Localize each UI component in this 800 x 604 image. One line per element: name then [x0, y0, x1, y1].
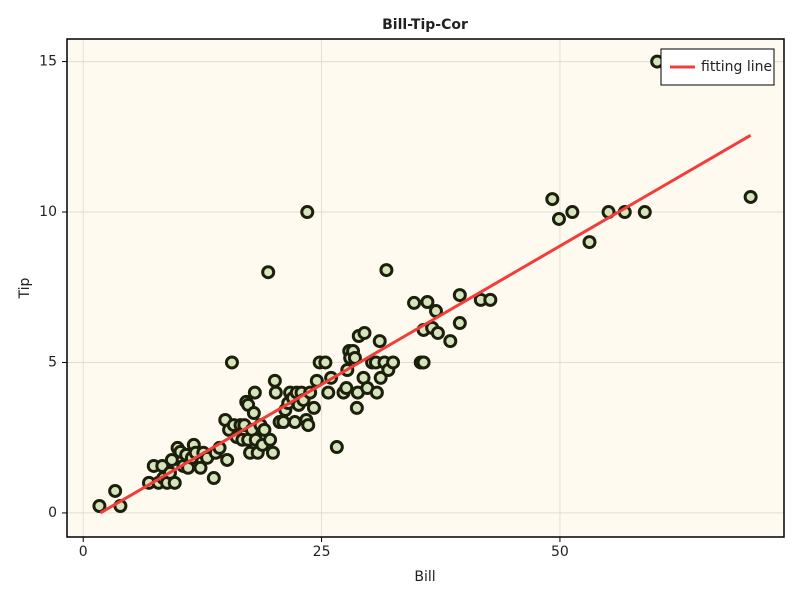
point [276, 415, 291, 430]
point [268, 385, 283, 400]
point [443, 334, 458, 349]
point [582, 235, 597, 250]
x-tick-label: 25 [313, 544, 331, 560]
point [452, 316, 467, 331]
point [637, 205, 652, 220]
y-tick-label: 0 [48, 505, 57, 521]
point [545, 192, 560, 207]
x-tick-label: 50 [551, 544, 569, 560]
point [329, 440, 344, 455]
y-tick-label: 10 [39, 204, 57, 220]
point [430, 325, 445, 340]
chart-title: Bill-Tip-Cor [382, 17, 468, 33]
x-axis-label: Bill [414, 569, 435, 585]
point [373, 370, 388, 385]
point [420, 294, 435, 309]
frame [66, 38, 785, 538]
point [369, 385, 384, 400]
legend-label: fitting line [701, 59, 772, 75]
point [386, 355, 401, 370]
point [257, 422, 272, 437]
point [261, 265, 276, 280]
point [247, 385, 262, 400]
point [318, 355, 333, 370]
point [220, 452, 235, 467]
point [300, 205, 315, 220]
point [246, 406, 261, 421]
point [379, 263, 394, 278]
point [267, 373, 282, 388]
y-tick-label: 15 [39, 54, 57, 70]
point [92, 499, 107, 514]
x-tick-label: 0 [79, 544, 88, 560]
point [206, 471, 221, 486]
point [224, 355, 239, 370]
point [263, 432, 278, 447]
point [339, 381, 354, 396]
point [452, 288, 467, 303]
point [167, 475, 182, 490]
point [321, 385, 336, 400]
point [407, 295, 422, 310]
point [551, 211, 566, 226]
point [372, 334, 387, 349]
point [483, 292, 498, 307]
y-axis-label: Tip [17, 277, 33, 299]
point [287, 415, 302, 430]
point [193, 460, 208, 475]
point [565, 205, 580, 220]
point [416, 355, 431, 370]
point [349, 400, 364, 415]
y-tick-label: 5 [48, 354, 57, 370]
point [357, 325, 372, 340]
point [265, 445, 280, 460]
point [301, 418, 316, 433]
fitting-line [99, 133, 752, 515]
point [306, 400, 321, 415]
point [743, 189, 758, 204]
point [164, 452, 179, 467]
point [108, 483, 123, 498]
